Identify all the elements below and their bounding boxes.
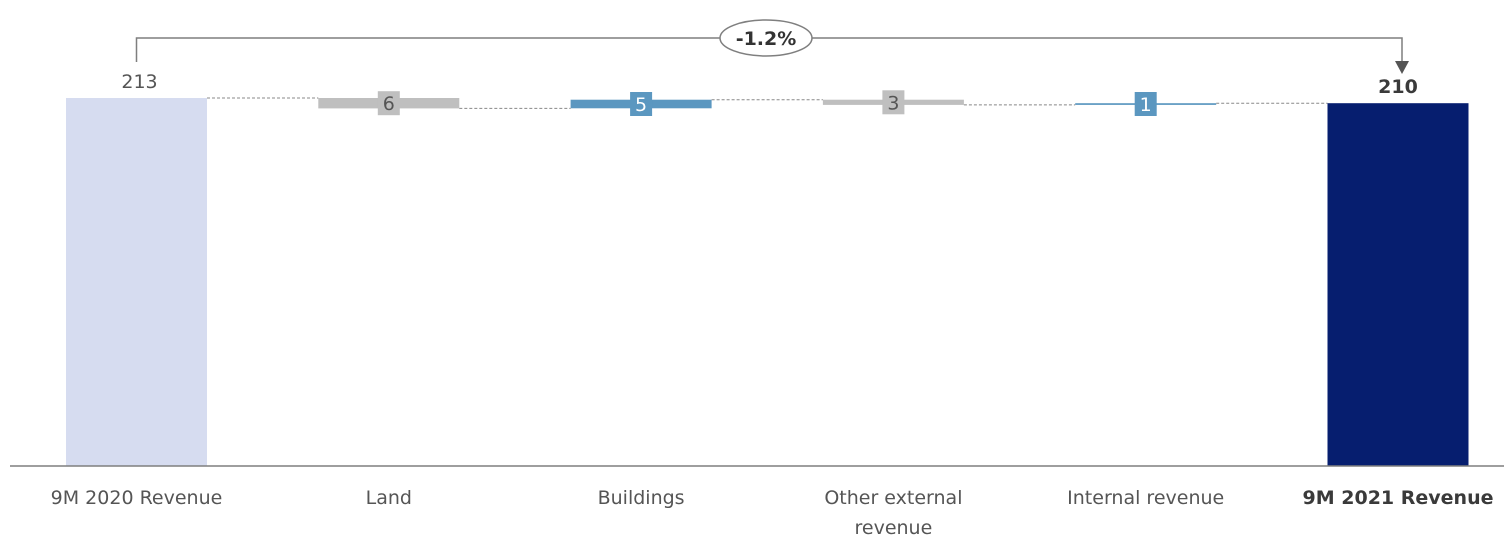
value-label-buildings: 5: [635, 94, 647, 116]
category-label-buildings: Buildings: [598, 487, 685, 509]
label-tile-other-external-revenue: [882, 90, 905, 115]
category-label-9m-2020-revenue: 9M 2020 Revenue: [51, 487, 223, 509]
category-label-9m-2021-revenue: 9M 2021 Revenue: [1303, 487, 1494, 509]
label-tile-land: [377, 91, 400, 116]
bar-9m-2020-revenue: [66, 98, 207, 466]
category-label-other-external-revenue: Other external revenue: [824, 487, 962, 539]
change-annotation-label: -1.2%: [736, 28, 797, 50]
value-label-9m-2021-revenue: 210: [1378, 76, 1418, 98]
value-label-internal-revenue: 1: [1140, 94, 1152, 116]
bracket-right-line: [812, 37, 1403, 62]
value-label-land: 6: [383, 93, 395, 115]
change-annotation-pill: [719, 19, 813, 57]
category-label-land: Land: [366, 487, 412, 509]
bar-9m-2021-revenue: [1327, 103, 1469, 466]
category-label-internal-revenue: Internal revenue: [1067, 487, 1224, 509]
value-label-9m-2020-revenue: 213: [121, 71, 157, 93]
bracket-left-line: [135, 37, 720, 62]
label-tile-internal-revenue: [1134, 92, 1157, 116]
value-label-other-external-revenue: 3: [887, 92, 899, 114]
arrow-down-icon: [1395, 61, 1409, 74]
label-tile-buildings: [630, 92, 653, 116]
